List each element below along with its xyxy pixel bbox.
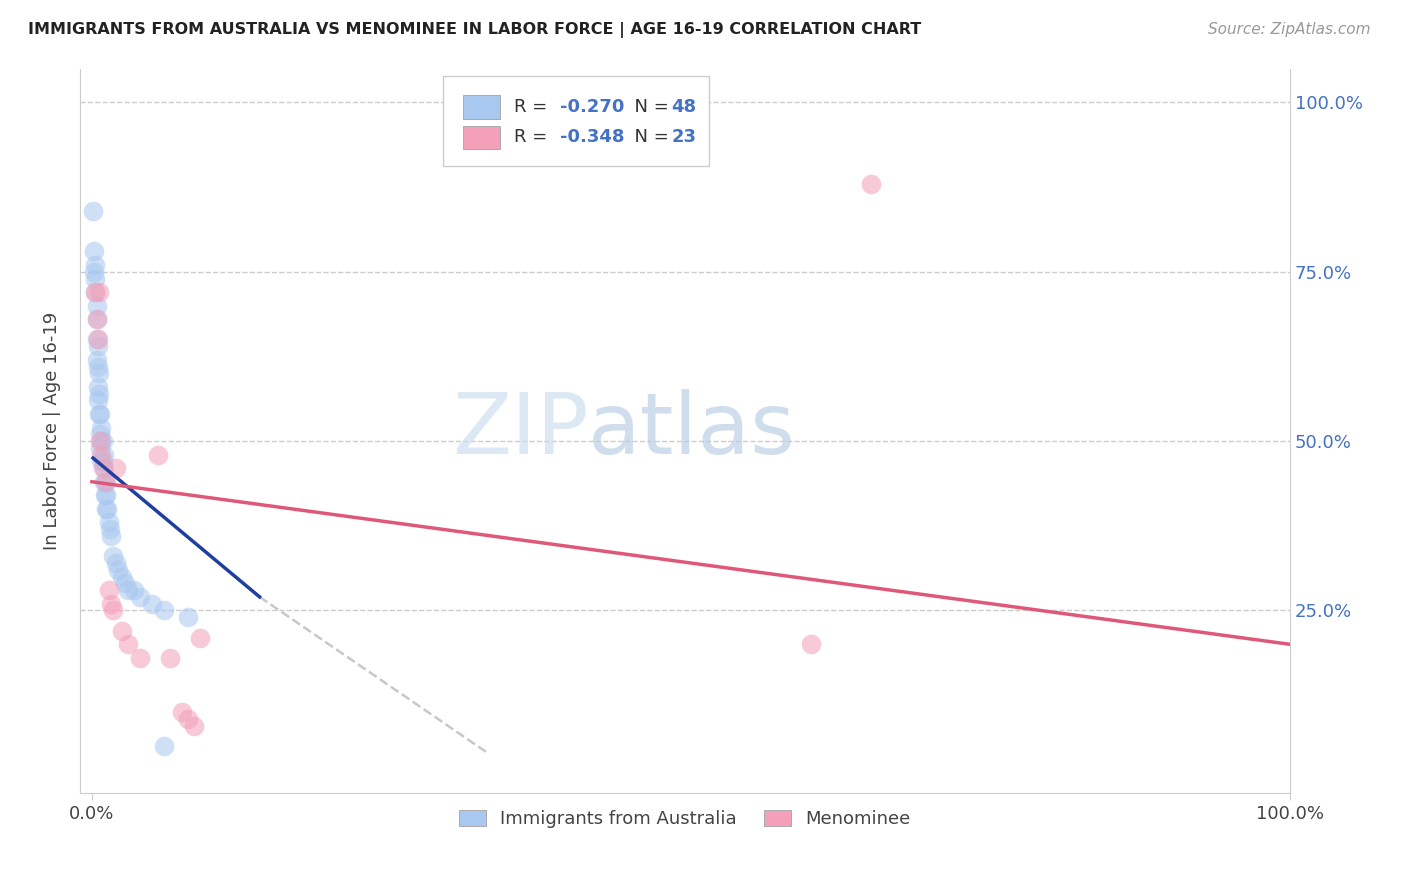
Text: Source: ZipAtlas.com: Source: ZipAtlas.com	[1208, 22, 1371, 37]
Text: -0.270: -0.270	[561, 98, 624, 116]
Point	[103, 549, 125, 564]
Text: atlas: atlas	[588, 390, 796, 473]
Point	[83, 265, 105, 279]
Point	[100, 529, 122, 543]
Point	[141, 597, 163, 611]
Text: ZIP: ZIP	[451, 390, 588, 473]
Point	[87, 285, 110, 299]
Point	[90, 420, 112, 434]
Point	[177, 610, 200, 624]
FancyBboxPatch shape	[464, 126, 499, 149]
Y-axis label: In Labor Force | Age 16-19: In Labor Force | Age 16-19	[44, 312, 60, 550]
Point	[98, 522, 121, 536]
Text: N =: N =	[623, 98, 675, 116]
Point	[152, 739, 174, 753]
Point	[93, 448, 115, 462]
Legend: Immigrants from Australia, Menominee: Immigrants from Australia, Menominee	[451, 802, 918, 835]
Text: -0.348: -0.348	[561, 128, 624, 146]
Point	[91, 454, 114, 468]
FancyBboxPatch shape	[464, 95, 499, 119]
Point	[87, 359, 110, 374]
Point	[111, 569, 134, 583]
Point	[159, 651, 181, 665]
Point	[97, 516, 120, 530]
Point	[86, 312, 108, 326]
Point	[86, 312, 108, 326]
Point	[152, 603, 174, 617]
Point	[87, 333, 110, 347]
Point	[114, 576, 136, 591]
Point	[128, 651, 150, 665]
Point	[87, 339, 110, 353]
Point	[128, 590, 150, 604]
Point	[90, 454, 112, 468]
Point	[146, 448, 169, 462]
Point	[84, 258, 107, 272]
Point	[86, 299, 108, 313]
Point	[96, 475, 118, 489]
Point	[84, 271, 107, 285]
Point	[83, 244, 105, 259]
Point	[93, 461, 115, 475]
Point	[104, 556, 127, 570]
Point	[87, 380, 110, 394]
Text: 48: 48	[672, 98, 697, 116]
Point	[177, 712, 200, 726]
Point	[117, 637, 139, 651]
Point	[96, 501, 118, 516]
Point	[183, 718, 205, 732]
Point	[87, 407, 110, 421]
Text: R =: R =	[515, 128, 554, 146]
Point	[122, 583, 145, 598]
Point	[117, 583, 139, 598]
Text: N =: N =	[623, 128, 675, 146]
FancyBboxPatch shape	[443, 76, 709, 167]
Point	[170, 705, 193, 719]
Point	[100, 597, 122, 611]
Point	[96, 501, 118, 516]
Point	[89, 407, 111, 421]
Point	[86, 352, 108, 367]
Point	[188, 631, 211, 645]
Text: R =: R =	[515, 98, 554, 116]
Point	[94, 475, 117, 489]
Point	[94, 488, 117, 502]
Point	[93, 475, 115, 489]
Text: IMMIGRANTS FROM AUSTRALIA VS MENOMINEE IN LABOR FORCE | AGE 16-19 CORRELATION CH: IMMIGRANTS FROM AUSTRALIA VS MENOMINEE I…	[28, 22, 921, 38]
Point	[84, 285, 107, 299]
Point	[89, 434, 111, 449]
Point	[89, 441, 111, 455]
Point	[89, 427, 111, 442]
Point	[82, 203, 104, 218]
Point	[104, 461, 127, 475]
Point	[87, 367, 110, 381]
Point	[91, 434, 114, 449]
Point	[86, 333, 108, 347]
Point	[97, 583, 120, 598]
Text: 23: 23	[672, 128, 696, 146]
Point	[90, 434, 112, 449]
Point	[103, 603, 125, 617]
Point	[91, 461, 114, 475]
Point	[859, 177, 882, 191]
Point	[87, 393, 110, 408]
Point	[96, 488, 118, 502]
Point	[107, 563, 129, 577]
Point	[84, 285, 107, 299]
Point	[90, 448, 112, 462]
Point	[800, 637, 823, 651]
Point	[111, 624, 134, 638]
Point	[87, 386, 110, 401]
